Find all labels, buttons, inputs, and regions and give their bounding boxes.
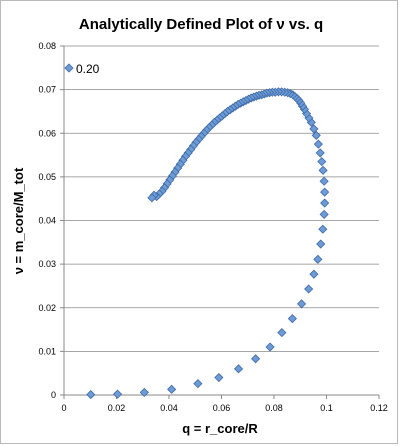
data-point: [309, 124, 319, 134]
legend-marker: [64, 63, 74, 73]
data-point: [320, 187, 330, 197]
data-point: [214, 372, 224, 383]
y-tick-label: 0.03: [38, 259, 56, 269]
x-tick-label: 0.08: [265, 403, 283, 413]
data-point: [313, 139, 323, 149]
x-axis-ticks: 0 0.02 0.04 0.06 0.08 0.1 0.12: [61, 395, 388, 413]
data-point: [311, 130, 321, 140]
data-point: [296, 299, 307, 309]
data-point: [319, 209, 329, 219]
y-axis-label: ν = m_core/M_tot: [11, 167, 26, 274]
data-point: [318, 224, 328, 234]
data-point: [112, 389, 123, 399]
data-point: [167, 384, 177, 394]
gridlines: [64, 45, 379, 352]
chart-title: Analytically Defined Plot of ν vs. q: [79, 16, 323, 33]
data-point: [317, 157, 327, 167]
x-tick-label: 0.06: [213, 403, 231, 413]
data-point: [251, 354, 261, 364]
y-tick-label: 0.07: [38, 85, 56, 95]
data-point: [277, 328, 287, 338]
x-tick-label: 0.1: [320, 403, 333, 413]
data-point: [316, 239, 326, 249]
y-tick-label: 0.08: [38, 41, 56, 51]
data-point: [287, 314, 297, 324]
y-axis-ticks: 0 0.01 0.02 0.03 0.04 0.05 0.06 0.07 0.08: [38, 41, 64, 400]
data-point: [193, 379, 203, 389]
data-point: [319, 176, 329, 186]
data-point: [265, 342, 275, 352]
data-point: [315, 148, 325, 158]
legend: 0.20: [64, 62, 100, 76]
data-point: [233, 364, 244, 374]
y-tick-label: 0: [51, 390, 56, 400]
data-point: [86, 389, 96, 400]
x-tick-label: 0.04: [160, 403, 178, 413]
data-point: [147, 193, 157, 203]
y-tick-label: 0.01: [38, 346, 56, 356]
data-point: [320, 198, 330, 208]
data-point: [318, 165, 328, 175]
x-tick-label: 0.12: [370, 403, 388, 413]
x-tick-label: 0: [61, 403, 66, 413]
data-point: [309, 269, 319, 279]
legend-label: 0.20: [76, 62, 100, 76]
data-point: [313, 254, 323, 264]
x-tick-label: 0.02: [108, 403, 126, 413]
x-axis-label: q = r_core/R: [182, 421, 258, 436]
y-tick-label: 0.05: [38, 172, 56, 182]
y-tick-label: 0.06: [38, 128, 56, 138]
y-tick-label: 0.02: [38, 303, 56, 313]
data-points: [86, 87, 330, 400]
data-point: [139, 387, 149, 397]
y-tick-label: 0.04: [38, 216, 56, 226]
data-point: [304, 284, 314, 294]
